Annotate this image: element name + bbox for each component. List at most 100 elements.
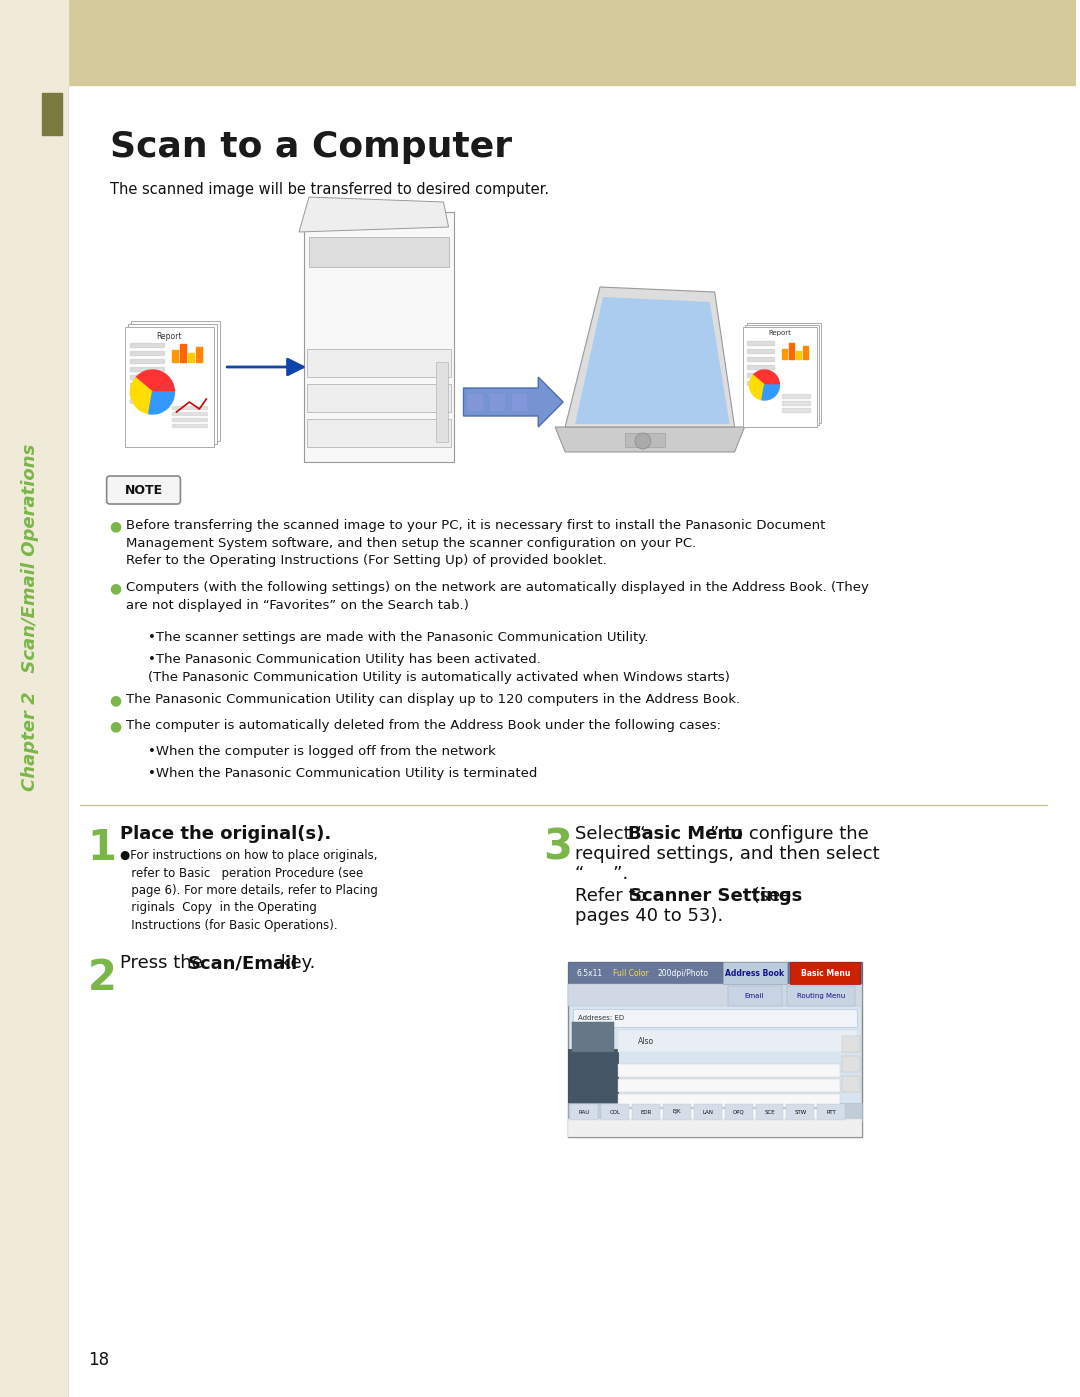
Text: Routing Menu: Routing Menu — [797, 993, 846, 999]
Bar — [725, 1104, 753, 1120]
Polygon shape — [576, 298, 730, 425]
Text: Report: Report — [768, 330, 791, 337]
Bar — [632, 1104, 660, 1120]
Bar — [0, 0, 68, 1397]
Wedge shape — [753, 370, 780, 386]
Text: Computers (with the following settings) on the network are automatically display: Computers (with the following settings) … — [125, 581, 868, 612]
Text: Address Book: Address Book — [725, 968, 784, 978]
Text: •The Panasonic Communication Utility has been activated.
(The Panasonic Communic: •The Panasonic Communication Utility has… — [148, 652, 729, 683]
Text: NOTE: NOTE — [124, 483, 163, 496]
Bar — [602, 1104, 629, 1120]
Bar — [728, 986, 782, 1006]
Bar — [130, 359, 164, 363]
Bar — [568, 1049, 618, 1119]
Bar — [618, 1109, 840, 1122]
Bar — [796, 351, 801, 359]
Text: Also: Also — [638, 1037, 654, 1045]
Text: ●: ● — [110, 719, 122, 733]
Bar — [782, 349, 787, 359]
Bar — [746, 358, 774, 360]
Bar — [746, 341, 774, 345]
Text: OPQ: OPQ — [732, 1109, 744, 1115]
Bar — [173, 418, 207, 420]
Bar — [303, 212, 454, 462]
Bar — [124, 327, 214, 447]
Text: Press the: Press the — [120, 954, 208, 972]
Bar — [804, 346, 808, 359]
FancyArrow shape — [463, 377, 563, 427]
Polygon shape — [555, 427, 744, 453]
Bar — [573, 1009, 858, 1027]
Text: Basic Menu: Basic Menu — [800, 968, 850, 978]
Bar — [746, 373, 774, 377]
Text: 2: 2 — [87, 957, 117, 999]
Text: key.: key. — [275, 954, 315, 972]
Bar — [789, 344, 795, 359]
Bar — [0, 0, 1077, 85]
Bar — [782, 394, 810, 398]
Text: RTT: RTT — [826, 1109, 836, 1115]
Text: Before transferring the scanned image to your PC, it is necessary first to insta: Before transferring the scanned image to… — [125, 520, 825, 567]
Text: 1: 1 — [87, 827, 117, 869]
Bar — [309, 237, 448, 267]
Bar — [307, 384, 450, 412]
Text: The computer is automatically deleted from the Address Book under the following : The computer is automatically deleted fr… — [125, 719, 720, 732]
Text: Basic Menu: Basic Menu — [627, 826, 743, 842]
Text: pages 40 to 53).: pages 40 to 53). — [576, 907, 724, 925]
Text: Scan to a Computer: Scan to a Computer — [110, 130, 512, 163]
Bar — [173, 351, 178, 362]
Bar — [746, 381, 774, 386]
Bar — [568, 1104, 862, 1120]
Text: The scanned image will be transferred to desired computer.: The scanned image will be transferred to… — [110, 182, 549, 197]
Bar — [173, 407, 207, 409]
Bar — [787, 986, 855, 1006]
Circle shape — [635, 433, 651, 448]
Polygon shape — [565, 286, 734, 427]
Bar — [173, 412, 207, 415]
Text: Refer to: Refer to — [576, 887, 652, 905]
Text: 6.5x11: 6.5x11 — [576, 968, 603, 978]
Bar — [693, 1104, 721, 1120]
Wedge shape — [136, 370, 175, 393]
Text: 200x.JPG: 200x.JPG — [728, 968, 761, 978]
Bar — [197, 346, 202, 362]
Text: Scan/Email: Scan/Email — [188, 954, 298, 972]
Bar — [842, 1037, 860, 1052]
Bar — [130, 351, 164, 355]
Bar — [180, 344, 187, 362]
Text: LAN: LAN — [702, 1109, 713, 1115]
Bar — [130, 344, 164, 346]
Text: required settings, and then select: required settings, and then select — [576, 845, 880, 863]
Text: •When the Panasonic Communication Utility is terminated: •When the Panasonic Communication Utilit… — [148, 767, 537, 780]
Text: Place the original(s).: Place the original(s). — [120, 826, 330, 842]
Bar — [130, 383, 164, 387]
FancyBboxPatch shape — [107, 476, 180, 504]
Bar — [469, 394, 483, 409]
Text: RAU: RAU — [579, 1109, 590, 1115]
Bar — [782, 408, 810, 412]
Text: The Panasonic Communication Utility can display up to 120 computers in the Addre: The Panasonic Communication Utility can … — [125, 693, 740, 705]
Bar — [131, 321, 220, 441]
Bar — [663, 1104, 691, 1120]
Bar — [618, 1030, 858, 1052]
Text: Chapter 2   Scan/Email Operations: Chapter 2 Scan/Email Operations — [21, 443, 39, 791]
Bar — [786, 1104, 814, 1120]
Bar — [743, 327, 818, 427]
Bar — [568, 983, 862, 1006]
Bar — [746, 323, 821, 423]
Text: ●: ● — [110, 520, 122, 534]
Wedge shape — [761, 386, 780, 400]
Bar — [568, 963, 862, 983]
Text: ●: ● — [110, 693, 122, 707]
Bar — [818, 1104, 846, 1120]
Bar — [723, 963, 787, 983]
Bar — [618, 1065, 840, 1077]
Text: SCE: SCE — [765, 1109, 774, 1115]
Text: (see: (see — [746, 887, 791, 905]
Bar — [782, 401, 810, 405]
Bar — [512, 394, 526, 409]
Wedge shape — [750, 376, 765, 400]
Bar — [173, 425, 207, 427]
Text: Email: Email — [745, 993, 765, 999]
Bar — [307, 349, 450, 377]
